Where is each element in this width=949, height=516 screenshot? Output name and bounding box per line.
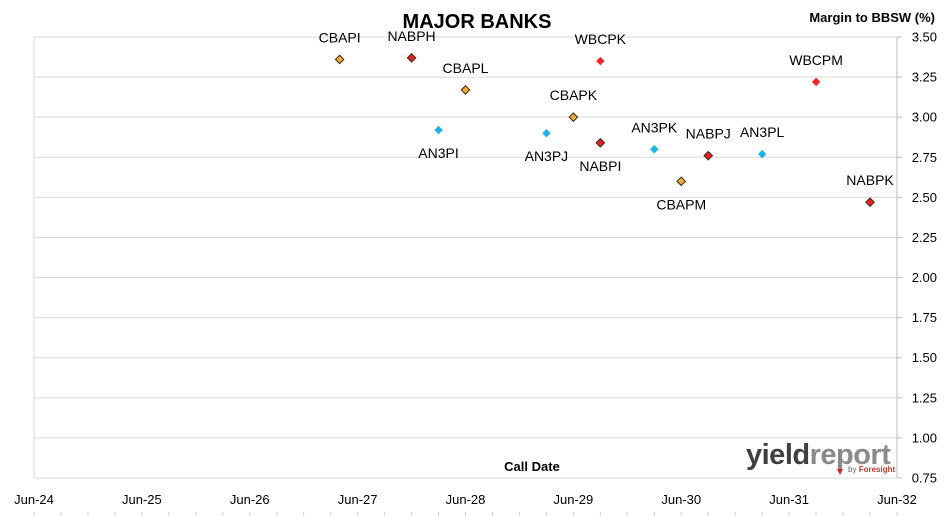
data-point	[811, 77, 821, 87]
data-point	[406, 52, 417, 63]
x-tick-label: Jun-24	[14, 492, 54, 507]
logo-word-report: report	[809, 439, 891, 471]
y-tick-label: 3.50	[912, 30, 937, 45]
x-tick-label: Jun-30	[661, 492, 701, 507]
x-axis-label: Call Date	[504, 459, 560, 474]
data-point	[334, 54, 345, 65]
data-point	[434, 125, 443, 135]
y-tick-label: 2.75	[912, 150, 937, 165]
y-tick-label: 2.00	[912, 270, 937, 285]
x-tick-label: Jun-29	[554, 492, 594, 507]
data-label: NABPJ	[686, 126, 731, 142]
x-tick-label: Jun-32	[877, 492, 917, 507]
data-label: AN3PJ	[525, 148, 569, 164]
x-tick-label: Jun-31	[769, 492, 809, 507]
x-tick-label: Jun-27	[338, 492, 378, 507]
y-tick-label: 3.00	[912, 110, 937, 125]
data-point	[757, 149, 767, 159]
yieldreport-logo: yieldreport	[746, 439, 891, 471]
data-point	[542, 129, 551, 138]
x-tick-label: Jun-28	[446, 492, 486, 507]
y-tick-label: 1.25	[912, 390, 937, 405]
data-label: AN3PI	[418, 145, 458, 161]
y-tick-label: 1.00	[912, 430, 937, 445]
logo-byline: by Foresight	[848, 465, 895, 474]
y-tick-label: 2.25	[912, 230, 937, 245]
y-tick-label: 3.25	[912, 70, 937, 85]
y-tick-label: 1.50	[912, 350, 937, 365]
plot-area	[33, 36, 898, 479]
data-label: CBAPL	[443, 60, 489, 76]
data-point	[650, 145, 659, 154]
data-point	[460, 85, 471, 95]
data-label: NABPH	[387, 28, 435, 44]
data-point	[865, 197, 875, 208]
logo-by: by	[848, 465, 857, 474]
y-axis-label: Margin to BBSW (%)	[809, 10, 935, 25]
data-label: NABPI	[579, 158, 621, 174]
data-label: AN3PK	[631, 119, 678, 135]
x-tick-label: Jun-25	[122, 492, 162, 507]
y-tick-label: 2.50	[912, 190, 937, 205]
data-label: WBCPM	[789, 52, 843, 68]
chart-title: MAJOR BANKS	[403, 11, 552, 33]
data-point	[703, 150, 714, 161]
logo-word-yield: yield	[746, 439, 810, 471]
x-tick-label: Jun-26	[230, 492, 270, 507]
data-point	[676, 176, 687, 187]
data-point	[596, 56, 605, 66]
y-tick-label: 1.75	[912, 310, 937, 325]
data-label: WBCPK	[575, 31, 627, 47]
data-point	[595, 137, 606, 148]
data-label: CBAPM	[656, 196, 706, 212]
data-label: CBAPK	[550, 87, 598, 103]
foresight-mark-icon	[837, 469, 843, 475]
data-point	[568, 112, 579, 123]
data-label: NABPK	[846, 172, 894, 188]
logo-brand: Foresight	[858, 465, 896, 474]
y-tick-label: 0.75	[912, 471, 937, 486]
data-label: CBAPI	[319, 29, 361, 45]
data-label: AN3PL	[740, 124, 785, 140]
